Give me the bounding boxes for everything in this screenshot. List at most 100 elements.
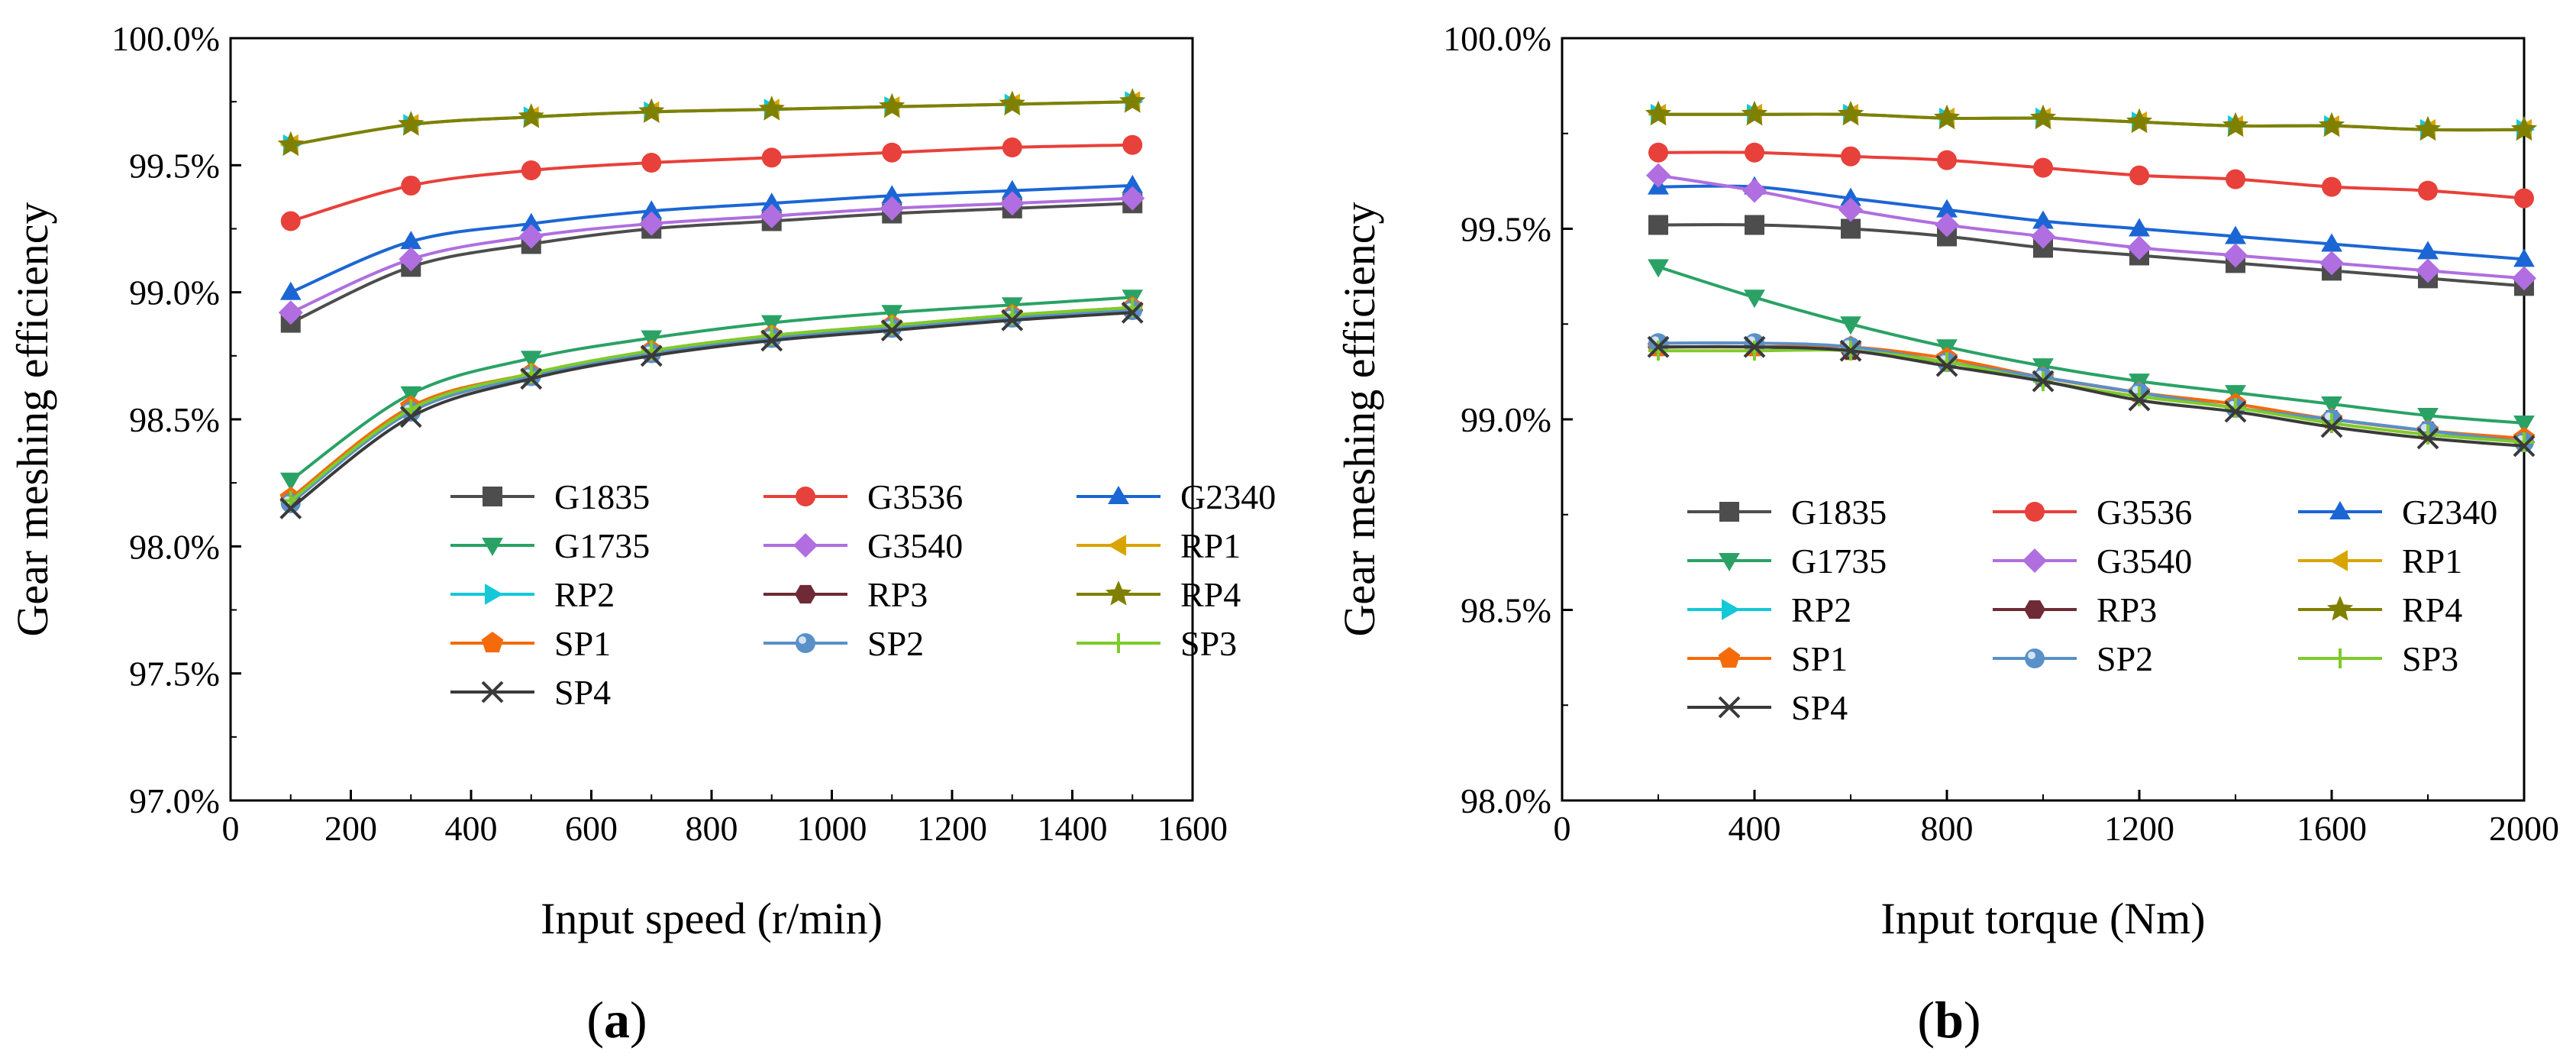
y-tick-label: 98.0% (1461, 781, 1551, 820)
point-sp4 (2416, 427, 2439, 450)
series-g2340 (1648, 176, 2535, 267)
legend-marker-g3536 (2025, 502, 2045, 522)
y-tick-label: 100.0% (111, 19, 220, 58)
point-g3536 (1002, 137, 1022, 158)
point-g2340 (1936, 199, 1958, 218)
legend-marker-sp1 (1718, 647, 1741, 668)
panel-b: 0 400 800 1200 1600 2000 98.0% 98.5% 99.0% 99.5% 1… (1335, 19, 2559, 943)
point-g3540 (1742, 178, 1767, 203)
point-sp4 (1935, 354, 1958, 377)
legend-marker-rp4 (1105, 581, 1132, 606)
point-sp4 (1743, 335, 1766, 358)
point-sp3 (2226, 398, 2245, 419)
legend-item-g3540: G3540 (1993, 542, 2192, 581)
x-tick-label: 0 (222, 809, 240, 848)
legend-marker-rp2 (485, 584, 503, 605)
series-line-rp4 (290, 100, 1133, 147)
point-sp4 (2320, 416, 2343, 438)
plot-frame (229, 37, 1194, 802)
legend-marker-g2340 (2329, 501, 2351, 519)
point-g2340 (1122, 174, 1144, 193)
series-rp1 (1648, 103, 2532, 141)
x-tick-label: 1000 (797, 809, 867, 848)
legend-item-g3536: G3536 (1993, 493, 2192, 532)
panel-label-b-close: ) (1964, 991, 1981, 1049)
point-g2340 (520, 212, 542, 231)
legend-label-g3536: G3536 (2097, 493, 2192, 532)
point-g3536 (2033, 157, 2053, 178)
legend-marker-sp2-body (796, 633, 815, 653)
legend-label-rp2: RP2 (1791, 590, 1851, 629)
legend-item-g3540: G3540 (763, 526, 963, 565)
legend-label-rp3: RP3 (867, 575, 928, 614)
legend-label-sp1: SP1 (554, 624, 611, 663)
point-rp4 (2414, 115, 2442, 141)
series-rp2 (1651, 103, 2535, 141)
series-line-sp4 (1658, 344, 2525, 448)
point-rp4 (1119, 88, 1146, 113)
point-sp3 (1745, 341, 1764, 361)
series-line-rp4 (1658, 112, 2525, 132)
point-sp4 (399, 406, 422, 429)
panel-a: 0 200 400 600 800 1000 1200 1400 1600 97.0% 97.5% 9… (8, 19, 1276, 943)
legend-marker-sp2-highlight (2028, 652, 2035, 659)
series-rp4 (1645, 100, 2538, 141)
point-sp4 (640, 344, 663, 367)
point-rp4 (518, 103, 544, 128)
point-g3540 (759, 203, 784, 228)
point-sp4 (2128, 389, 2151, 412)
point-g3540 (1646, 163, 1671, 188)
legend-label-g3540: G3540 (2097, 542, 2192, 581)
point-g3536 (1745, 142, 1764, 163)
series-g1835 (1648, 215, 2534, 296)
legend-label-rp4: RP4 (1180, 575, 1241, 614)
y-tick-label: 100.0% (1443, 19, 1551, 58)
y-tick-label: 97.5% (129, 655, 220, 694)
panel-label-a-letter: a (604, 991, 630, 1049)
legend-item-sp4: SP4 (1687, 688, 1848, 727)
legend-label-g3536: G3536 (867, 477, 963, 516)
point-g2340 (2417, 241, 2439, 260)
point-g1735 (1648, 259, 1669, 278)
x-axis-title: Input speed (r/min) (541, 894, 883, 943)
point-g3540 (639, 211, 664, 236)
point-rp4 (1837, 100, 1864, 126)
point-g1835 (1841, 218, 1861, 239)
legend-label-sp3: SP3 (1180, 624, 1237, 663)
point-sp4 (2224, 400, 2247, 423)
legend-label-rp1: RP1 (2402, 542, 2462, 581)
legend-marker-g3540 (2022, 548, 2047, 573)
point-rp4 (1645, 100, 1672, 126)
point-g1735 (520, 351, 542, 370)
series-line-sp3 (1658, 348, 2525, 444)
point-rp4 (879, 92, 905, 118)
series-g3540 (278, 186, 1145, 325)
point-sp3 (2322, 412, 2342, 433)
point-rp4 (2510, 115, 2538, 141)
legend-marker-sp2 (796, 633, 815, 653)
legend-item-g2340: G2340 (1077, 477, 1276, 516)
y-axis-title: Gear meshing efficiency (8, 202, 57, 636)
point-g3540 (1838, 197, 1863, 222)
legend-label-g1835: G1835 (554, 477, 650, 516)
legend-marker-sp2 (2025, 648, 2045, 668)
point-g3540 (518, 224, 544, 249)
legend-marker-rp4 (2326, 596, 2354, 621)
legend-marker-rp3 (2024, 600, 2045, 619)
point-rp4 (638, 98, 665, 123)
legend-marker-g1735 (482, 538, 503, 556)
legend-label-g2340: G2340 (2402, 493, 2497, 532)
x-tick-label: 1600 (2297, 809, 2367, 848)
x-axis-title: Input torque (Nm) (1880, 894, 2205, 943)
point-g2340 (2321, 233, 2342, 252)
point-sp4 (1839, 339, 1862, 362)
legend-marker-rp3 (795, 584, 816, 604)
legend-marker-sp3 (1109, 633, 1128, 653)
x-tick-label: 1400 (1038, 809, 1108, 848)
panel-label-a: (a) (586, 991, 647, 1049)
point-g3536 (2418, 180, 2438, 201)
legend-marker-sp2-body (2025, 648, 2045, 668)
legend-item-sp2: SP2 (763, 624, 924, 663)
legend-label-sp3: SP3 (2402, 639, 2458, 678)
